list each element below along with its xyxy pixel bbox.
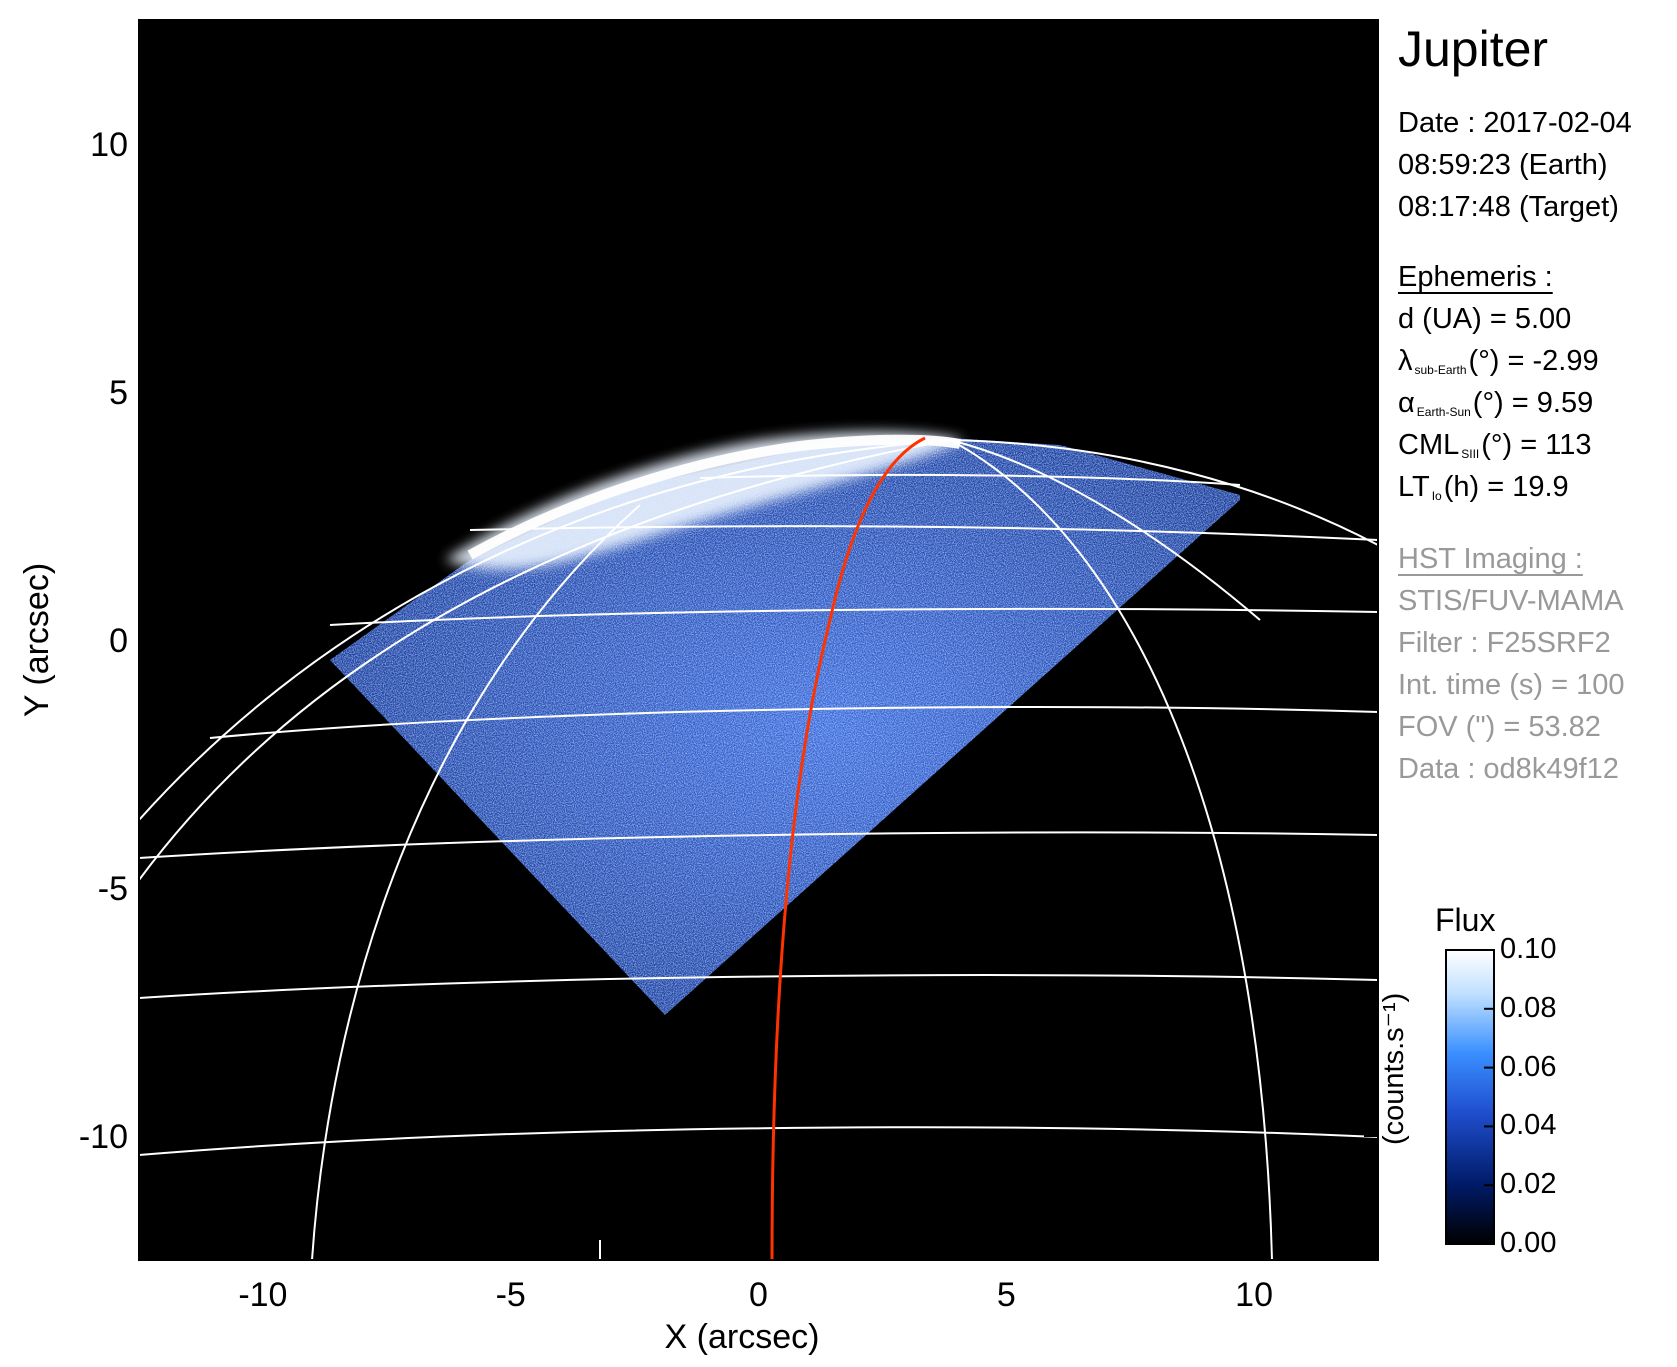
lambda-subscript: sub-Earth xyxy=(1414,363,1467,377)
x-axis-label: X (arcsec) xyxy=(665,1318,820,1356)
planet-title: Jupiter xyxy=(1398,21,1549,77)
x-tick-label: 10 xyxy=(1235,1276,1273,1314)
colorbar-tick-label: 0.04 xyxy=(1500,1109,1557,1142)
x-tick-label: -5 xyxy=(496,1276,526,1314)
colorbar-title: Flux xyxy=(1435,902,1496,938)
y-tick-label: -5 xyxy=(98,870,128,908)
cml-value: (°) = 113 xyxy=(1481,429,1592,461)
imaging-data-id: Data : od8k49f12 xyxy=(1398,753,1619,785)
emission-noise xyxy=(330,438,1240,1015)
colorbar-ticks xyxy=(1484,949,1494,1245)
alpha-subscript: Earth-Sun xyxy=(1416,405,1471,419)
y-tick-label: 5 xyxy=(109,374,128,412)
imaging-fov: FOV (") = 53.82 xyxy=(1398,711,1601,743)
colorbar-tick-label: 0.02 xyxy=(1500,1168,1557,1201)
lt-value: (h) = 19.9 xyxy=(1443,471,1569,503)
colorbar-tick-label: 0.00 xyxy=(1500,1227,1557,1259)
y-tick-label: -10 xyxy=(79,1118,128,1156)
target-time: 08:17:48 (Target) xyxy=(1398,191,1619,223)
ephemeris-cml: CML SIII(°) = 113 xyxy=(1398,424,1591,475)
lambda-symbol: λ xyxy=(1398,345,1413,377)
colorbar-tick-label: 0.06 xyxy=(1500,1050,1557,1083)
io-footprint-track xyxy=(770,436,926,1260)
auroral-oval-core xyxy=(467,434,961,560)
colorbar xyxy=(1445,949,1495,1245)
x-axis-ticks: -10 -5 0 5 10 xyxy=(238,20,1273,1314)
x-tick-label: 5 xyxy=(997,1276,1016,1314)
cml-subscript: SIII xyxy=(1461,447,1480,461)
ephemeris-sub-earth-latitude: λ sub-Earth(°) = -2.99 xyxy=(1398,340,1599,391)
x-tick-label: -10 xyxy=(238,1276,287,1314)
lt-subscript: Io xyxy=(1431,489,1442,503)
alpha-symbol: α xyxy=(1398,387,1415,419)
ephemeris-distance: d (UA) = 5.00 xyxy=(1398,303,1572,335)
imaging-int-time: Int. time (s) = 100 xyxy=(1398,669,1625,701)
y-tick-label: 0 xyxy=(109,622,128,660)
x-tick-label: 0 xyxy=(749,1276,768,1314)
ephemeris-heading: Ephemeris : xyxy=(1398,261,1553,293)
date-line: Date : 2017-02-04 xyxy=(1398,107,1632,139)
imaging-filter: Filter : F25SRF2 xyxy=(1398,627,1611,659)
ephemeris-phase-angle: α Earth-Sun(°) = 9.59 xyxy=(1398,382,1593,433)
imaging-instrument: STIS/FUV-MAMA xyxy=(1398,585,1624,617)
y-axis-label: Y (arcsec) xyxy=(18,563,56,717)
y-tick-label: 10 xyxy=(90,126,128,164)
ephemeris-local-time: LT Io(h) = 19.9 xyxy=(1398,466,1569,517)
coordinate-grid xyxy=(139,439,1378,1260)
earth-time: 08:59:23 (Earth) xyxy=(1398,149,1608,181)
colorbar-tick-label: 0.10 xyxy=(1500,933,1557,965)
cml-main: CML xyxy=(1398,429,1460,461)
lambda-value: (°) = -2.99 xyxy=(1468,345,1599,377)
colorbar-tick-label: 0.08 xyxy=(1500,991,1557,1024)
lt-main: LT xyxy=(1398,471,1430,503)
alpha-value: (°) = 9.59 xyxy=(1472,387,1594,419)
imaging-heading: HST Imaging : xyxy=(1398,543,1583,575)
y-axis-ticks: 10 5 0 -5 -10 xyxy=(79,126,1378,1156)
colorbar-units: (counts.s⁻¹) xyxy=(1378,992,1410,1145)
